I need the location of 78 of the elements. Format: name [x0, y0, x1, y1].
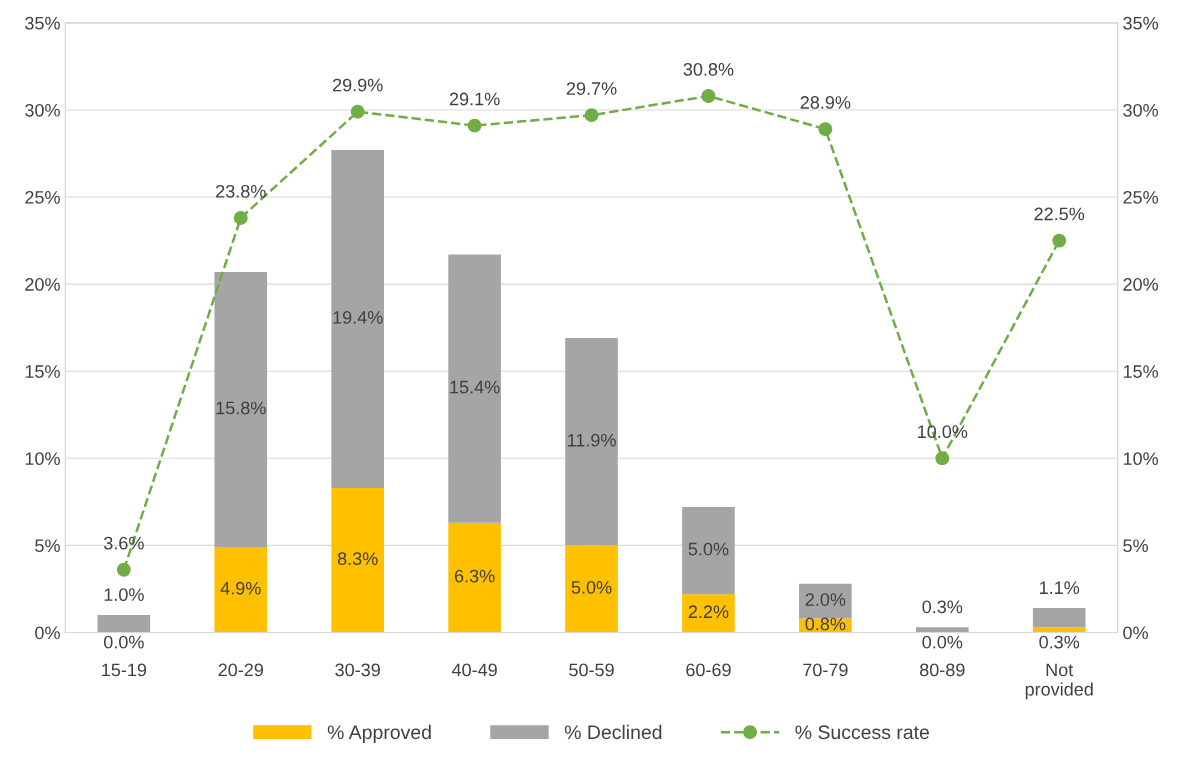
data-label: 3.6% [103, 536, 144, 550]
data-label: 29.9% [333, 78, 383, 92]
x-tick-label: 80-89 [919, 663, 965, 677]
y2-tick-label: 25% [1123, 190, 1159, 204]
data-label: 19.4% [333, 311, 383, 324]
y-tick-label: 20% [25, 278, 60, 291]
legend-label: % Approved [327, 724, 431, 743]
bar [799, 583, 852, 619]
bar [448, 254, 501, 523]
x-tick-label: 30-39 [335, 663, 380, 677]
data-label: 0.3% [922, 600, 963, 614]
data-label: 28.9% [800, 96, 851, 109]
y-tick-label: 10% [25, 452, 60, 466]
x-tick-label: 20-29 [218, 663, 264, 677]
point [467, 118, 482, 133]
y-tick-label: 25% [25, 190, 60, 204]
bar [331, 150, 384, 488]
bar [97, 615, 151, 633]
bar [682, 507, 735, 595]
y2-tick-label: 20% [1123, 278, 1159, 291]
bar [331, 487, 384, 633]
data-label: 0.8% [805, 617, 846, 631]
point [818, 122, 833, 137]
data-label: 23.8% [216, 184, 266, 198]
bar [448, 522, 501, 633]
bar [214, 271, 268, 548]
data-label: 6.3% [454, 569, 495, 583]
y-tick-label: 0% [35, 626, 60, 640]
bar [682, 594, 735, 633]
y2-tick-label: 35% [1123, 16, 1159, 30]
data-label: 4.9% [220, 581, 261, 595]
data-label: 11.9% [567, 433, 616, 447]
data-label: 15.4% [450, 380, 500, 394]
point [584, 108, 599, 123]
data-label: 8.3% [337, 552, 378, 566]
data-label: 0.0% [922, 635, 963, 649]
data-label: 0.3% [1039, 635, 1080, 649]
x-tick-label: 50-59 [569, 663, 614, 677]
bar [214, 547, 268, 633]
x-tick-label: 60-69 [686, 663, 731, 677]
data-label: 1.1% [1040, 581, 1080, 594]
data-label: 30.8% [683, 62, 734, 76]
data-label: 29.7% [566, 82, 617, 95]
bar [565, 338, 618, 546]
x-tick-label: Not provided [1025, 663, 1093, 700]
y-tick-label: 35% [25, 16, 60, 30]
x-tick-label: 15-19 [102, 663, 147, 677]
y-tick-label: 15% [25, 365, 60, 378]
data-label: 15.8% [216, 401, 266, 415]
x-tick-label: 40-49 [451, 663, 497, 677]
y-tick-label: 5% [35, 539, 60, 553]
data-label: 22.5% [1034, 207, 1085, 221]
point [350, 104, 365, 119]
legend-label: % Declined [564, 724, 662, 740]
bar [565, 545, 618, 633]
point [1052, 233, 1067, 248]
y2-tick-label: 0% [1123, 626, 1148, 640]
data-label: 0.0% [103, 635, 144, 649]
data-label: 5.0% [571, 580, 612, 594]
legend-label: % Success rate [795, 725, 929, 740]
bar [1032, 608, 1086, 628]
y2-tick-label: 30% [1123, 103, 1159, 117]
y2-tick-label: 15% [1123, 365, 1159, 378]
x-tick-label: 70-79 [803, 663, 848, 677]
point [233, 210, 248, 225]
point [116, 562, 131, 577]
y2-tick-label: 10% [1123, 452, 1159, 466]
bar [1032, 627, 1086, 633]
data-label: 2.0% [805, 593, 846, 606]
data-label: 29.1% [449, 92, 500, 106]
data-label: 5.0% [688, 542, 729, 556]
data-label: 2.2% [688, 605, 729, 619]
point [701, 89, 716, 103]
bar [915, 627, 969, 633]
y-tick-label: 30% [25, 103, 60, 117]
data-label: 1.0% [104, 588, 144, 602]
y2-tick-label: 5% [1123, 539, 1148, 553]
point [935, 451, 950, 466]
